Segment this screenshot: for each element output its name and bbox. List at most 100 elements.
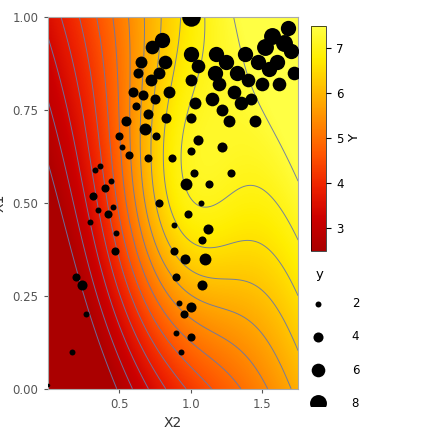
Point [280, 40, 287, 47]
Point [254, 58, 261, 65]
Point [216, 81, 223, 88]
Point [79, 281, 86, 288]
Point [168, 155, 175, 162]
Point [233, 70, 240, 76]
Point [237, 99, 244, 106]
Point [266, 66, 273, 73]
Point [116, 133, 123, 140]
Point [245, 77, 251, 84]
Point [102, 185, 108, 192]
Point [170, 248, 177, 255]
Point [90, 192, 97, 199]
Point [123, 118, 130, 125]
Point [213, 51, 220, 58]
Point [156, 70, 163, 76]
Point [206, 181, 213, 188]
Point [170, 222, 177, 229]
Point [199, 237, 206, 244]
Point [285, 25, 292, 32]
Point [287, 47, 294, 54]
Point [184, 211, 191, 218]
Point [187, 304, 194, 311]
Point [153, 133, 160, 140]
Point [159, 36, 165, 43]
Point [180, 311, 187, 318]
Point [152, 95, 159, 102]
Y-axis label: X1: X1 [0, 194, 7, 212]
Point [194, 62, 201, 69]
Point [273, 58, 280, 65]
Point [187, 51, 194, 58]
Text: 2: 2 [352, 297, 359, 310]
Point [187, 148, 194, 155]
Point [137, 58, 144, 65]
Point [173, 330, 180, 337]
Point [269, 32, 276, 39]
Point [226, 118, 233, 125]
Point [187, 77, 194, 84]
Point [166, 88, 173, 95]
Point [202, 255, 209, 262]
Point [181, 255, 188, 262]
Point [177, 348, 184, 355]
Point [140, 92, 147, 99]
Point [110, 203, 117, 210]
Point [83, 311, 89, 318]
Point [230, 88, 237, 95]
X-axis label: X2: X2 [164, 416, 182, 430]
Point [162, 58, 168, 65]
Point [97, 162, 104, 169]
Point [144, 155, 151, 162]
Point [111, 248, 118, 255]
Point [149, 44, 156, 51]
Point [199, 281, 206, 288]
Point [87, 218, 94, 225]
Point [118, 144, 125, 151]
Point [197, 200, 204, 206]
Point [187, 114, 194, 121]
Point [104, 211, 111, 218]
Point [176, 300, 183, 307]
Point [262, 44, 269, 51]
Point [219, 107, 226, 114]
Point [73, 274, 79, 281]
Point [113, 229, 120, 236]
Point [147, 77, 154, 84]
Point [68, 348, 75, 355]
Point [134, 70, 141, 76]
Point [94, 207, 101, 214]
Point [290, 70, 297, 76]
Point [227, 170, 234, 177]
Point [44, 381, 51, 388]
Point [241, 51, 248, 58]
Point [141, 125, 148, 132]
Point [212, 70, 219, 76]
Point [209, 95, 216, 102]
Point [191, 99, 198, 106]
Point [187, 14, 194, 21]
Point [163, 114, 170, 121]
Point [276, 81, 283, 88]
Point [187, 334, 194, 340]
Point [190, 170, 197, 177]
Text: 4: 4 [352, 330, 359, 343]
Point [144, 111, 151, 118]
Point [126, 151, 133, 158]
Point [183, 181, 190, 188]
Point [223, 58, 230, 65]
Point [204, 226, 211, 232]
Point [107, 177, 114, 184]
Point [248, 95, 254, 102]
Point [130, 88, 137, 95]
Point [133, 103, 140, 110]
Point [252, 118, 259, 125]
Point [156, 200, 163, 206]
Text: y: y [315, 268, 323, 281]
Text: 8: 8 [352, 397, 359, 410]
Text: 6: 6 [352, 364, 359, 377]
Point [173, 274, 180, 281]
Point [219, 144, 226, 151]
Point [259, 81, 266, 88]
Y-axis label: Y: Y [348, 134, 361, 142]
Point [194, 137, 201, 143]
